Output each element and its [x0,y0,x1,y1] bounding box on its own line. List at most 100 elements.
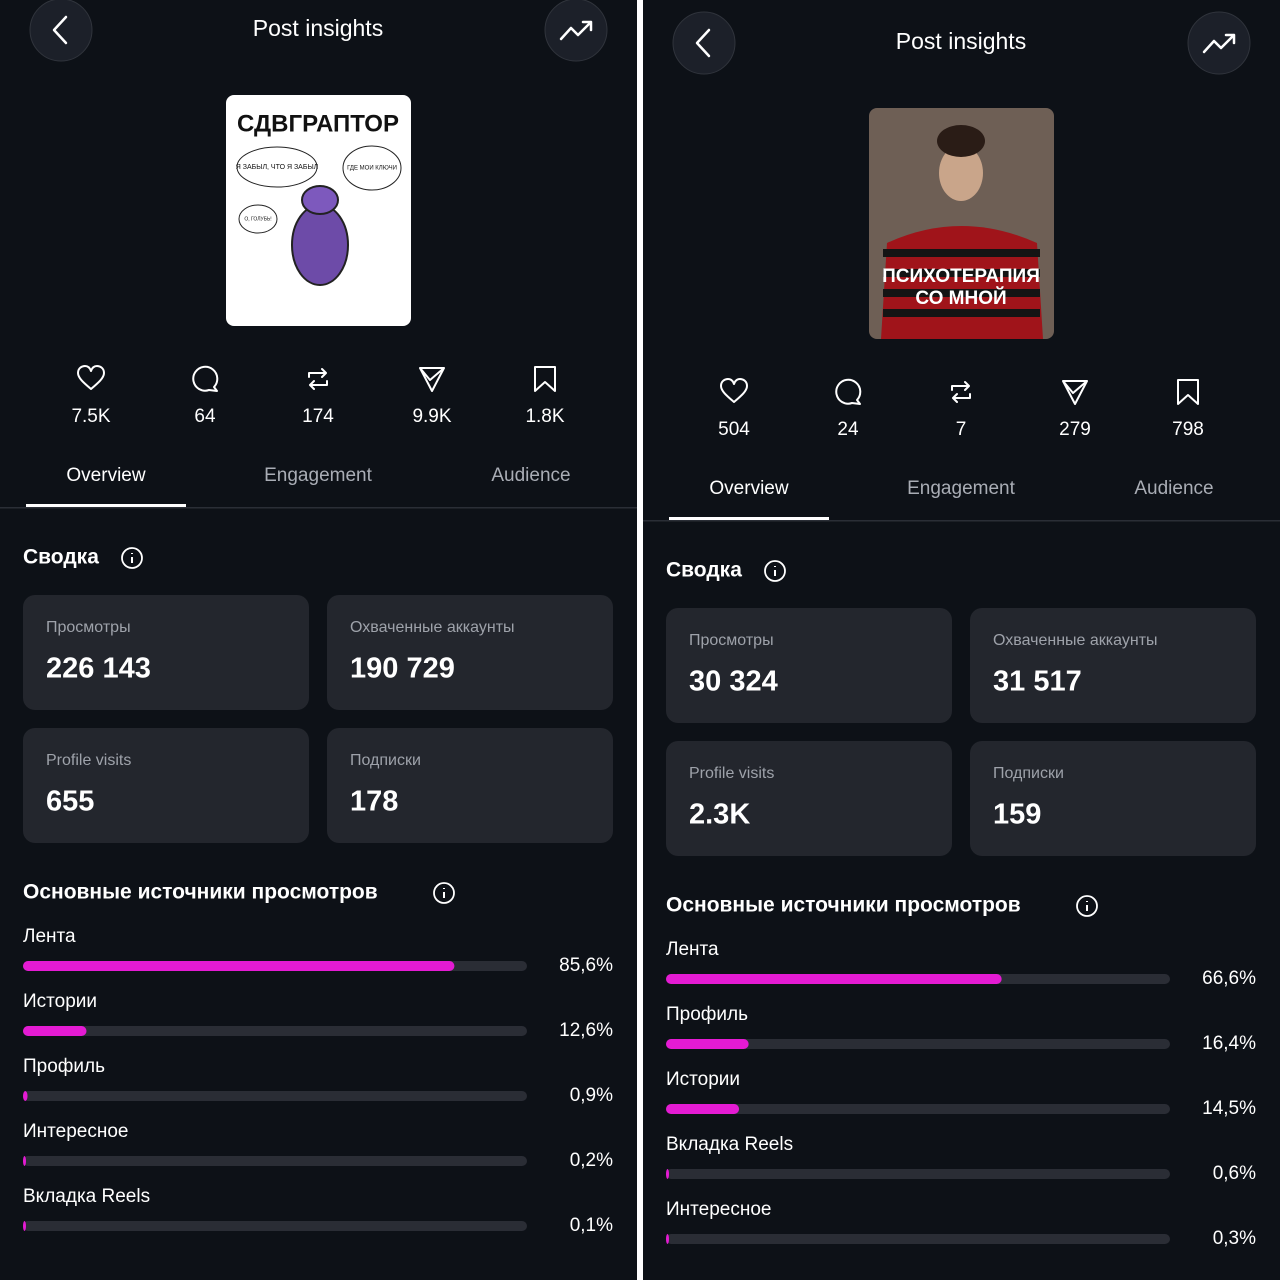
metric-label: Profile visits [689,765,774,782]
thumbnail-text: ПСИХОТЕРАПИЯ [882,266,1040,287]
metric-value: 226 143 [46,653,151,685]
illustration [937,125,985,157]
section-title: Сводка [23,546,99,569]
metric-value: 2.3K [689,799,750,831]
source-share: 12,6% [559,1020,613,1041]
tab[interactable]: Audience [1134,478,1213,499]
metric-value: 178 [350,786,398,818]
stat-icon [835,378,862,405]
source-share: 66,6% [1202,968,1256,989]
trend-button[interactable] [544,0,608,62]
source-name: Профиль [23,1056,105,1077]
bar-track [23,1156,527,1166]
stat-icon [1062,380,1088,405]
thumbnail-text: ГДЕ МОИ КЛЮЧИ [347,166,397,172]
info-icon[interactable] [433,882,455,904]
bar-track [666,1169,1170,1179]
stat-icon [534,366,556,392]
metric-card [666,608,952,723]
speech-bubble [236,146,318,188]
trend-icon [1202,33,1236,54]
source-name: Вкладка Reels [23,1186,150,1207]
speech-bubble [342,145,402,191]
metric-card [327,728,613,843]
trend-button[interactable] [1187,11,1251,75]
bar [23,961,455,971]
stat-icon [77,365,105,390]
bar-track [23,1091,527,1101]
thumbnail-text: О, ГОЛУБЬ! [244,216,271,222]
bar-track [666,1104,1170,1114]
metric-label: Просмотры [46,619,131,636]
info-icon[interactable] [1076,895,1098,917]
metric-value: 190 729 [350,653,455,685]
info-icon[interactable] [764,560,786,582]
bar-track [666,1234,1170,1244]
illustration [883,249,1040,257]
bar [23,1156,26,1166]
metric-card [970,741,1256,856]
thumbnail-text: СДВГРАПТОР [237,110,399,137]
source-share: 85,6% [559,955,613,976]
stat-value: 798 [1172,419,1204,440]
back-icon [52,15,68,45]
tab[interactable]: Engagement [264,465,372,486]
stat-icon [192,365,219,392]
source-share: 0,9% [570,1085,613,1106]
metric-card [970,608,1256,723]
stat-icon [951,381,971,403]
trend-icon [559,20,593,41]
illustration [883,309,1040,317]
bar-track [23,1026,527,1036]
stat-icon [1177,379,1199,405]
stat-value: 7.5K [71,406,110,427]
metric-label: Охваченные аккаунты [993,632,1158,649]
metric-label: Охваченные аккаунты [350,619,515,636]
info-icon[interactable] [121,547,143,569]
stat-value: 24 [837,419,859,440]
metric-value: 31 517 [993,666,1082,698]
bar [23,1026,87,1036]
source-share: 14,5% [1202,1098,1256,1119]
illustration [939,145,983,201]
back-button[interactable] [29,0,93,62]
tab[interactable]: Engagement [907,478,1015,499]
illustration [883,269,1040,277]
stat-value: 279 [1059,419,1091,440]
stat-value: 504 [718,419,750,440]
section-title: Основные источники просмотров [666,894,1021,917]
bar [666,1039,749,1049]
metric-label: Profile visits [46,752,131,769]
bar [23,1221,26,1231]
metric-value: 159 [993,799,1041,831]
tab[interactable]: Audience [491,465,570,486]
metric-card [23,595,309,710]
speech-bubble [238,204,278,234]
illustration [883,289,1040,297]
stat-value: 9.9K [412,406,451,427]
source-name: Истории [666,1069,740,1090]
tab[interactable]: Overview [709,478,788,499]
source-name: Профиль [666,1004,748,1025]
source-name: Интересное [23,1121,128,1142]
active-tab-indicator [26,504,186,507]
stat-value: 64 [194,406,216,427]
divider [637,0,643,1280]
tab[interactable]: Overview [66,465,145,486]
back-icon [695,28,711,58]
stat-value: 7 [956,419,967,440]
source-name: Лента [666,939,719,960]
source-name: Лента [23,926,76,947]
bar [666,974,1002,984]
stat-icon [419,367,445,392]
metric-card [23,728,309,843]
source-share: 0,2% [570,1150,613,1171]
metric-card [327,595,613,710]
source-share: 16,4% [1202,1033,1256,1054]
thumbnail-text: Я ЗАБЫЛ, ЧТО Я ЗАБЫЛ [236,164,319,171]
back-button[interactable] [672,11,736,75]
page-title: Post insights [896,28,1026,54]
bar-track [23,1221,527,1231]
stat-value: 174 [302,406,334,427]
